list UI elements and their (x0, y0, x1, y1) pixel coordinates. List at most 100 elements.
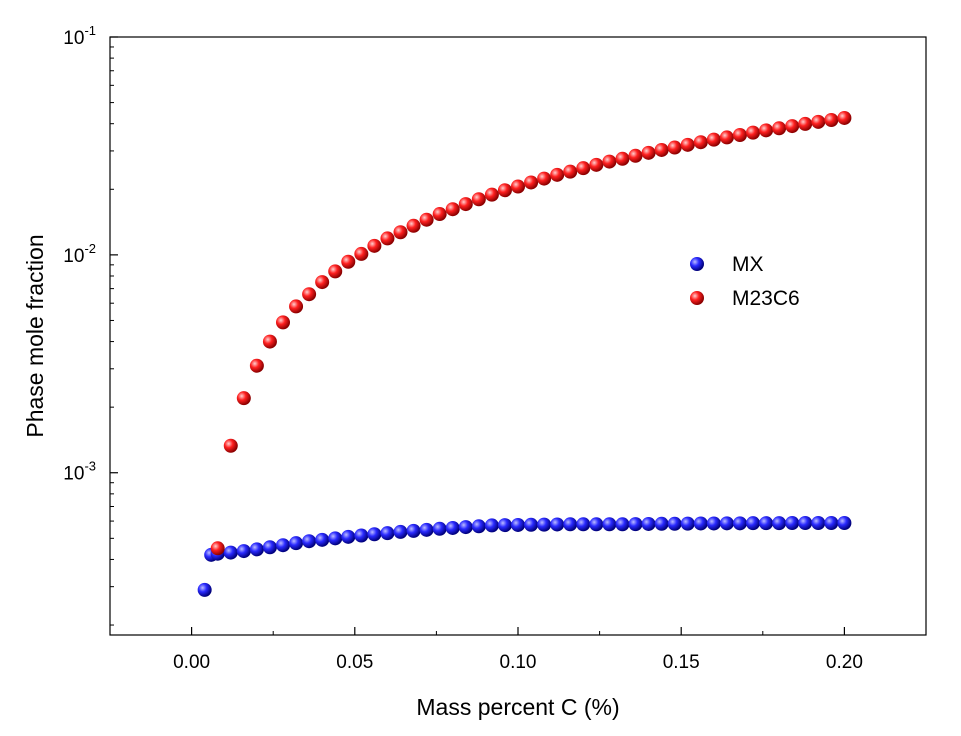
data-point (589, 157, 604, 172)
data-point (484, 518, 499, 533)
data-point (328, 264, 343, 279)
data-point (746, 516, 761, 531)
y-tick-label: 10-3 (63, 459, 96, 485)
data-point (471, 519, 486, 534)
data-point (471, 192, 486, 207)
data-point (641, 145, 656, 160)
data-point (576, 161, 591, 176)
data-point (236, 544, 251, 559)
series-M23C6 (210, 110, 852, 556)
data-point (798, 515, 813, 530)
data-point (772, 516, 787, 531)
legend-label: M23C6 (732, 287, 800, 310)
data-point (393, 225, 408, 240)
data-point (223, 545, 238, 560)
data-point (406, 218, 421, 233)
data-point (302, 287, 317, 302)
data-point (341, 254, 356, 269)
data-point (524, 517, 539, 532)
data-point (811, 515, 826, 530)
y-tick-label: 10-1 (63, 23, 96, 49)
x-tick-label: 0.00 (173, 652, 210, 673)
data-point (524, 175, 539, 190)
data-point (772, 121, 787, 136)
data-point (380, 231, 395, 246)
data-point (746, 125, 761, 140)
data-point (249, 542, 264, 557)
legend-marker (690, 257, 704, 271)
y-axis-title: Phase mole fraction (22, 234, 48, 437)
data-point (798, 116, 813, 131)
data-point (693, 516, 708, 531)
data-point (380, 526, 395, 541)
data-point (837, 515, 852, 530)
data-point (759, 516, 774, 531)
y-tick-label: 10-2 (63, 241, 96, 267)
data-point (275, 315, 290, 330)
data-point (589, 517, 604, 532)
data-point (458, 520, 473, 535)
data-point (367, 527, 382, 542)
data-point (706, 132, 721, 147)
data-point (210, 541, 225, 556)
data-point (341, 529, 356, 544)
data-point (537, 171, 552, 186)
data-point (367, 238, 382, 253)
legend-marker (690, 291, 704, 305)
data-point (354, 246, 369, 261)
data-point (563, 164, 578, 179)
data-point (315, 275, 330, 290)
data-point (628, 148, 643, 163)
data-point (484, 187, 499, 202)
data-point (732, 127, 747, 142)
data-point (641, 516, 656, 531)
data-point (837, 110, 852, 125)
data-point (667, 516, 682, 531)
data-point (445, 202, 460, 217)
data-point (223, 438, 238, 453)
data-point (615, 517, 630, 532)
data-point (811, 114, 826, 129)
data-point (824, 112, 839, 127)
data-point (563, 517, 578, 532)
data-point (719, 130, 734, 145)
x-tick-label: 0.05 (336, 652, 373, 673)
data-point (667, 140, 682, 155)
data-point (550, 167, 565, 182)
data-point (511, 517, 525, 532)
axes: 0.00 0.05 0.10 0.15 0.20 10-3 10-2 10-1 (63, 23, 927, 673)
data-point (419, 212, 434, 227)
data-point (511, 179, 525, 194)
data-point (432, 207, 447, 222)
data-point (628, 517, 643, 532)
data-point (393, 524, 408, 539)
data-point (576, 517, 591, 532)
x-axis-title: Mass percent C (%) (416, 694, 619, 720)
data-point (824, 515, 839, 530)
data-point (432, 521, 447, 536)
data-point (328, 531, 343, 546)
data-point (693, 135, 708, 150)
x-tick-label: 0.10 (500, 652, 537, 673)
data-points (197, 110, 852, 597)
legend-label: MX (732, 253, 764, 276)
data-point (249, 358, 264, 373)
data-point (706, 516, 721, 531)
x-tick-label: 0.15 (663, 652, 700, 673)
data-point (236, 391, 251, 406)
data-point (262, 334, 277, 349)
data-point (785, 515, 800, 530)
data-point (406, 523, 421, 538)
data-point (537, 517, 552, 532)
data-point (302, 534, 317, 549)
legend: MX M23C6 (690, 253, 800, 310)
data-point (197, 582, 212, 597)
data-point (680, 137, 695, 152)
data-point (732, 516, 747, 531)
data-point (785, 119, 800, 134)
x-tick-label: 0.20 (826, 652, 863, 673)
data-point (262, 540, 277, 555)
data-point (497, 183, 512, 198)
data-point (654, 516, 669, 531)
